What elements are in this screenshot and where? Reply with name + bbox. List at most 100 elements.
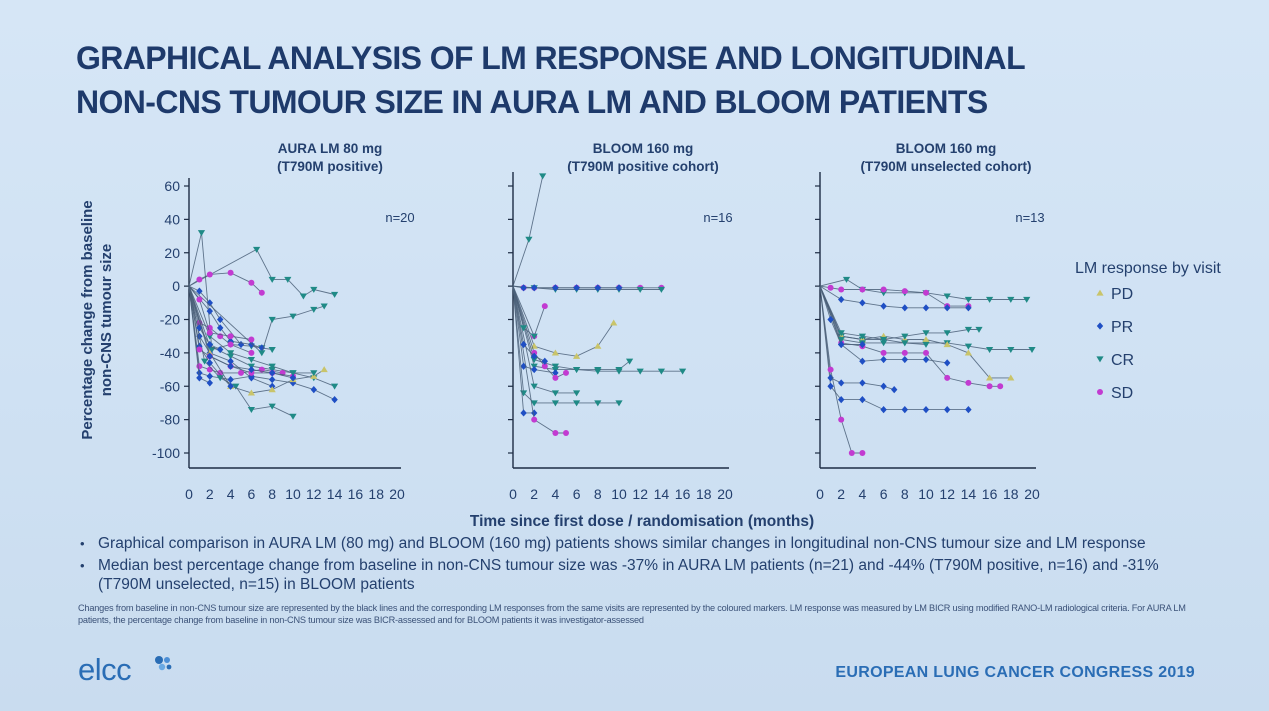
data-point-sd [827, 366, 834, 373]
data-point-cr [657, 286, 665, 293]
data-point-cr [615, 366, 623, 373]
legend-marker-pr-icon [1096, 322, 1104, 330]
data-point-cr [520, 325, 528, 332]
patient-series-9 [512, 286, 559, 377]
patient-series-20 [188, 286, 213, 387]
data-point-pr [520, 409, 527, 417]
data-point-pr [331, 396, 338, 404]
x-tick-label: 14 [961, 486, 977, 502]
slide-title: GRAPHICAL ANALYSIS OF LM RESPONSE AND LO… [76, 36, 1226, 124]
x-tick-label: 16 [348, 486, 364, 502]
patient-series-18 [188, 285, 255, 343]
data-point-pr [217, 345, 224, 354]
data-point-pr [880, 382, 887, 390]
data-point-sd [901, 288, 908, 295]
data-point-sd [227, 333, 234, 340]
data-point-sd [238, 369, 244, 376]
data-point-sd [880, 286, 887, 293]
data-point-pr [196, 287, 203, 295]
data-point-pd [573, 352, 581, 359]
y-tick-label: 60 [164, 178, 180, 194]
series-line [512, 286, 577, 394]
data-point-pr [227, 382, 234, 390]
data-point-pr [880, 406, 887, 414]
x-tick-label: 20 [1024, 486, 1040, 502]
data-point-pr [248, 340, 255, 349]
data-point-cr [901, 333, 909, 340]
x-tick-label: 20 [717, 486, 733, 502]
data-point-pr [206, 379, 213, 387]
x-tick-label: 14 [654, 486, 670, 502]
data-point-pr [859, 299, 866, 307]
series-line [512, 286, 556, 374]
data-point-cr [310, 370, 318, 377]
data-point-pd [964, 349, 972, 356]
data-point-cr [1023, 296, 1031, 303]
data-point-pd [268, 386, 276, 393]
y-tick-label: -20 [160, 312, 180, 328]
series-line [819, 285, 863, 345]
series-line [819, 285, 927, 345]
data-point-sd [206, 271, 213, 278]
data-point-cr [964, 326, 972, 333]
legend-marker-sd-icon [1097, 389, 1103, 395]
x-tick-label: 18 [1003, 486, 1019, 502]
data-point-pr [838, 396, 845, 404]
data-point-pr [258, 344, 265, 352]
data-point-pr [615, 284, 623, 292]
data-point-cr [594, 366, 602, 373]
legend-label: PD [1111, 286, 1133, 303]
data-point-pr [594, 284, 601, 292]
data-point-cr [232, 383, 240, 390]
series-line [819, 286, 863, 454]
data-point-cr [657, 368, 665, 375]
data-point-cr [227, 353, 235, 360]
data-point-pr [827, 374, 834, 382]
legend-label: SD [1111, 385, 1133, 402]
data-point-cr [197, 230, 206, 237]
data-point-cr [310, 306, 318, 313]
data-point-sd [258, 289, 265, 296]
data-point-cr [331, 291, 339, 298]
x-tick-label: 10 [611, 486, 627, 502]
data-point-cr [922, 330, 930, 337]
legend-title: LM response by visit [1075, 260, 1221, 277]
data-point-cr [636, 286, 644, 293]
data-point-pr [227, 375, 234, 384]
x-tick-label: 10 [918, 486, 934, 502]
data-point-cr [573, 390, 581, 397]
data-point-sd [923, 289, 929, 296]
chart-panel-2: BLOOM 160 mg (T790M positive cohort) n=16 0… [508, 141, 733, 502]
patient-series-7 [819, 285, 983, 343]
data-point-pr [206, 299, 213, 307]
data-point-pd [551, 349, 559, 356]
data-point-cr [227, 350, 235, 357]
data-point-pr [901, 355, 908, 364]
data-point-cr [837, 336, 845, 343]
data-point-cr [268, 403, 276, 410]
series-line [188, 285, 325, 394]
legend-item-sd: SD [1097, 385, 1133, 402]
panel-title: BLOOM 160 mg [593, 141, 694, 156]
x-tick-label: 14 [327, 486, 343, 502]
data-point-cr [880, 336, 888, 343]
data-point-pr [573, 284, 580, 292]
data-point-cr [253, 246, 261, 253]
series-line [819, 285, 1011, 379]
data-point-pr [552, 369, 559, 377]
data-point-cr [1007, 346, 1015, 353]
x-tick-label: 4 [859, 486, 867, 502]
data-point-pr [196, 374, 203, 382]
x-tick-label: 0 [816, 486, 824, 502]
x-tick-label: 2 [530, 486, 538, 502]
panel-title: (T790M positive cohort) [567, 159, 719, 174]
data-point-sd [901, 349, 908, 356]
data-point-pr [922, 355, 930, 364]
x-tick-label: 2 [837, 486, 845, 502]
data-point-sd [196, 363, 203, 370]
data-point-cr [901, 340, 909, 347]
data-point-pr [838, 340, 845, 349]
congress-name: EUROPEAN LUNG CANCER CONGRESS 2019 [835, 664, 1195, 681]
series-line [512, 175, 544, 287]
